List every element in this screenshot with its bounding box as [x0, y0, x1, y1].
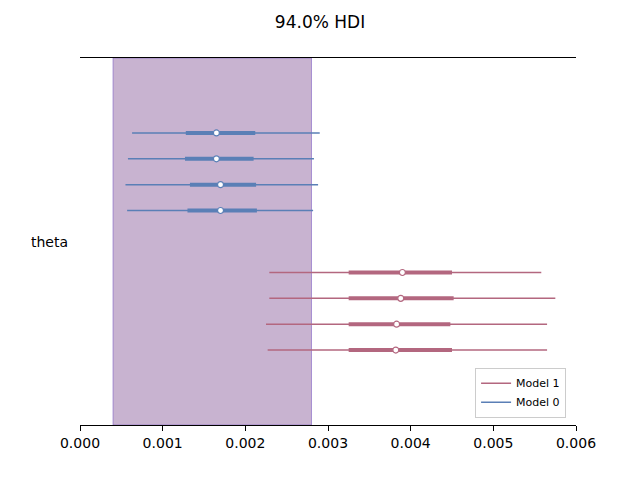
svg-text:0.000: 0.000 — [60, 435, 100, 451]
svg-text:Model 1: Model 1 — [516, 377, 560, 390]
svg-text:theta: theta — [31, 234, 68, 250]
svg-text:94.0% HDI: 94.0% HDI — [275, 12, 365, 32]
svg-text:0.002: 0.002 — [225, 435, 265, 451]
svg-text:0.006: 0.006 — [556, 435, 596, 451]
svg-text:0.001: 0.001 — [143, 435, 183, 451]
svg-text:0.003: 0.003 — [308, 435, 348, 451]
svg-text:0.005: 0.005 — [473, 435, 513, 451]
svg-text:0.004: 0.004 — [391, 435, 431, 451]
svg-text:Model 0: Model 0 — [516, 396, 560, 409]
